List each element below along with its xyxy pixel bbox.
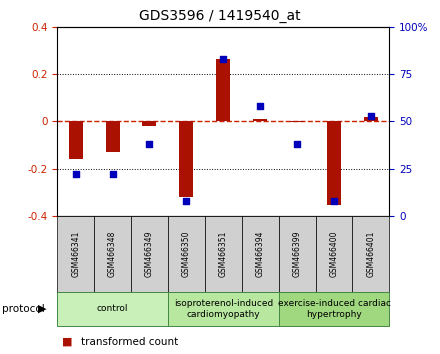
Text: GSM466350: GSM466350 — [182, 231, 191, 277]
Point — [109, 171, 116, 177]
Bar — [106, 121, 120, 152]
Text: transformed count: transformed count — [81, 337, 179, 347]
Point — [293, 141, 301, 147]
Text: GSM466400: GSM466400 — [330, 231, 338, 277]
Text: exercise-induced cardiac
hypertrophy: exercise-induced cardiac hypertrophy — [278, 299, 391, 319]
Point — [220, 56, 227, 62]
Bar — [216, 58, 230, 121]
Point — [367, 113, 374, 118]
Text: GSM466401: GSM466401 — [367, 231, 375, 277]
Text: control: control — [97, 304, 128, 313]
Bar — [364, 116, 378, 121]
Bar — [143, 121, 157, 126]
Text: ■: ■ — [62, 337, 72, 347]
Bar — [69, 121, 83, 159]
Text: GSM466399: GSM466399 — [293, 231, 302, 277]
Text: GDS3596 / 1419540_at: GDS3596 / 1419540_at — [139, 9, 301, 23]
Text: GSM466341: GSM466341 — [71, 231, 80, 277]
Point — [183, 198, 190, 204]
Point — [146, 141, 153, 147]
Point — [330, 198, 337, 204]
Text: GSM466351: GSM466351 — [219, 231, 228, 277]
Text: ▶: ▶ — [37, 304, 46, 314]
Bar — [290, 121, 304, 122]
Bar — [253, 119, 267, 121]
Text: GSM466349: GSM466349 — [145, 231, 154, 277]
Point — [72, 171, 79, 177]
Point — [257, 103, 264, 109]
Bar — [180, 121, 194, 197]
Text: GSM466348: GSM466348 — [108, 231, 117, 277]
Text: protocol: protocol — [2, 304, 45, 314]
Text: isoproterenol-induced
cardiomyopathy: isoproterenol-induced cardiomyopathy — [174, 299, 273, 319]
Bar — [327, 121, 341, 205]
Text: GSM466394: GSM466394 — [256, 231, 265, 277]
